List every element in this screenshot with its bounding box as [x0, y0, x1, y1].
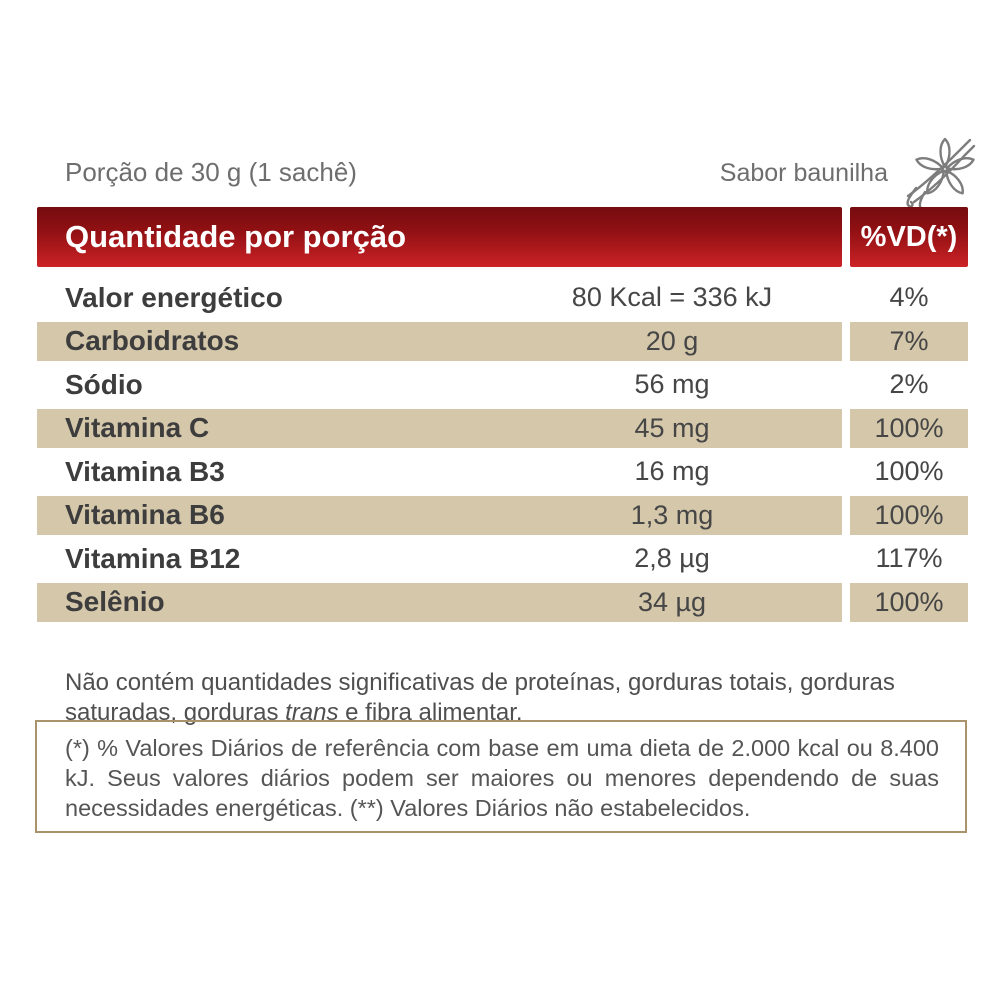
column-gap: [842, 537, 850, 581]
column-gap: [842, 407, 850, 451]
column-gap: [842, 320, 850, 364]
vanilla-flower-icon: [906, 137, 976, 211]
table-row: Valor energético 80 Kcal = 336 kJ 4%: [37, 276, 968, 320]
nutrient-name: Carboidratos: [65, 325, 240, 357]
table-row: Vitamina C 45 mg 100%: [37, 406, 968, 451]
nutrient-name: Vitamina C: [65, 412, 210, 444]
nutrition-table: Valor energético 80 Kcal = 336 kJ 4% Car…: [37, 276, 968, 624]
nutrient-vd-percent: 100%: [850, 580, 968, 624]
table-row: Selênio 34 µg 100%: [37, 580, 968, 625]
nutrient-value: 16 mg: [634, 456, 710, 487]
nutrient-vd-percent: 100%: [874, 456, 944, 487]
table-row: Vitamina B3 16 mg 100%: [37, 450, 968, 494]
flavor-text: Sabor baunilha: [719, 159, 888, 187]
table-title-bar: Quantidade por porção: [37, 207, 842, 267]
nutrient-name: Vitamina B3: [65, 455, 225, 487]
column-gap: [842, 363, 850, 407]
nutrient-name: Vitamina B6: [65, 499, 225, 531]
table-row: Carboidratos 20 g 7%: [37, 319, 968, 364]
nutrient-name: Sódio: [65, 368, 143, 400]
nutrient-value: 1,3 mg: [630, 499, 714, 530]
nutrient-value: 56 mg: [634, 369, 710, 400]
nutrient-name: Selênio: [65, 586, 165, 618]
nutrient-name: Vitamina B12: [65, 542, 241, 574]
vd-header-bar: %VD(*): [850, 207, 968, 267]
table-row: Vitamina B12 2,8 µg 117%: [37, 537, 968, 581]
column-gap: [842, 450, 850, 494]
nutrient-value: 2,8 µg: [634, 543, 710, 574]
column-gap: [842, 494, 850, 538]
nutrient-vd-percent: 4%: [889, 282, 929, 313]
nutrient-vd-percent: 117%: [875, 543, 943, 574]
nutrient-value: 80 Kcal = 336 kJ: [571, 282, 773, 313]
table-row: Vitamina B6 1,3 mg 100%: [37, 493, 968, 538]
nutrient-value: 45 mg: [634, 412, 710, 443]
nutrient-name: Valor energético: [65, 281, 283, 313]
nutrient-vd-percent: 7%: [850, 319, 968, 363]
column-gap: [842, 276, 850, 320]
nutrient-value: 20 g: [645, 325, 699, 356]
nutrient-vd-percent: 100%: [850, 493, 968, 537]
nutrient-vd-percent: 100%: [850, 406, 968, 450]
nutrient-value: 34 µg: [637, 586, 707, 617]
column-gap: [842, 581, 850, 625]
nutrient-vd-percent: 2%: [889, 369, 929, 400]
daily-values-footnote-box: (*) % Valores Diários de referência com …: [35, 720, 967, 833]
table-row: Sódio 56 mg 2%: [37, 363, 968, 407]
no-significant-amounts-note: Não contém quantidades significativas de…: [65, 669, 895, 726]
serving-size-text: Porção de 30 g (1 sachê): [65, 157, 357, 187]
